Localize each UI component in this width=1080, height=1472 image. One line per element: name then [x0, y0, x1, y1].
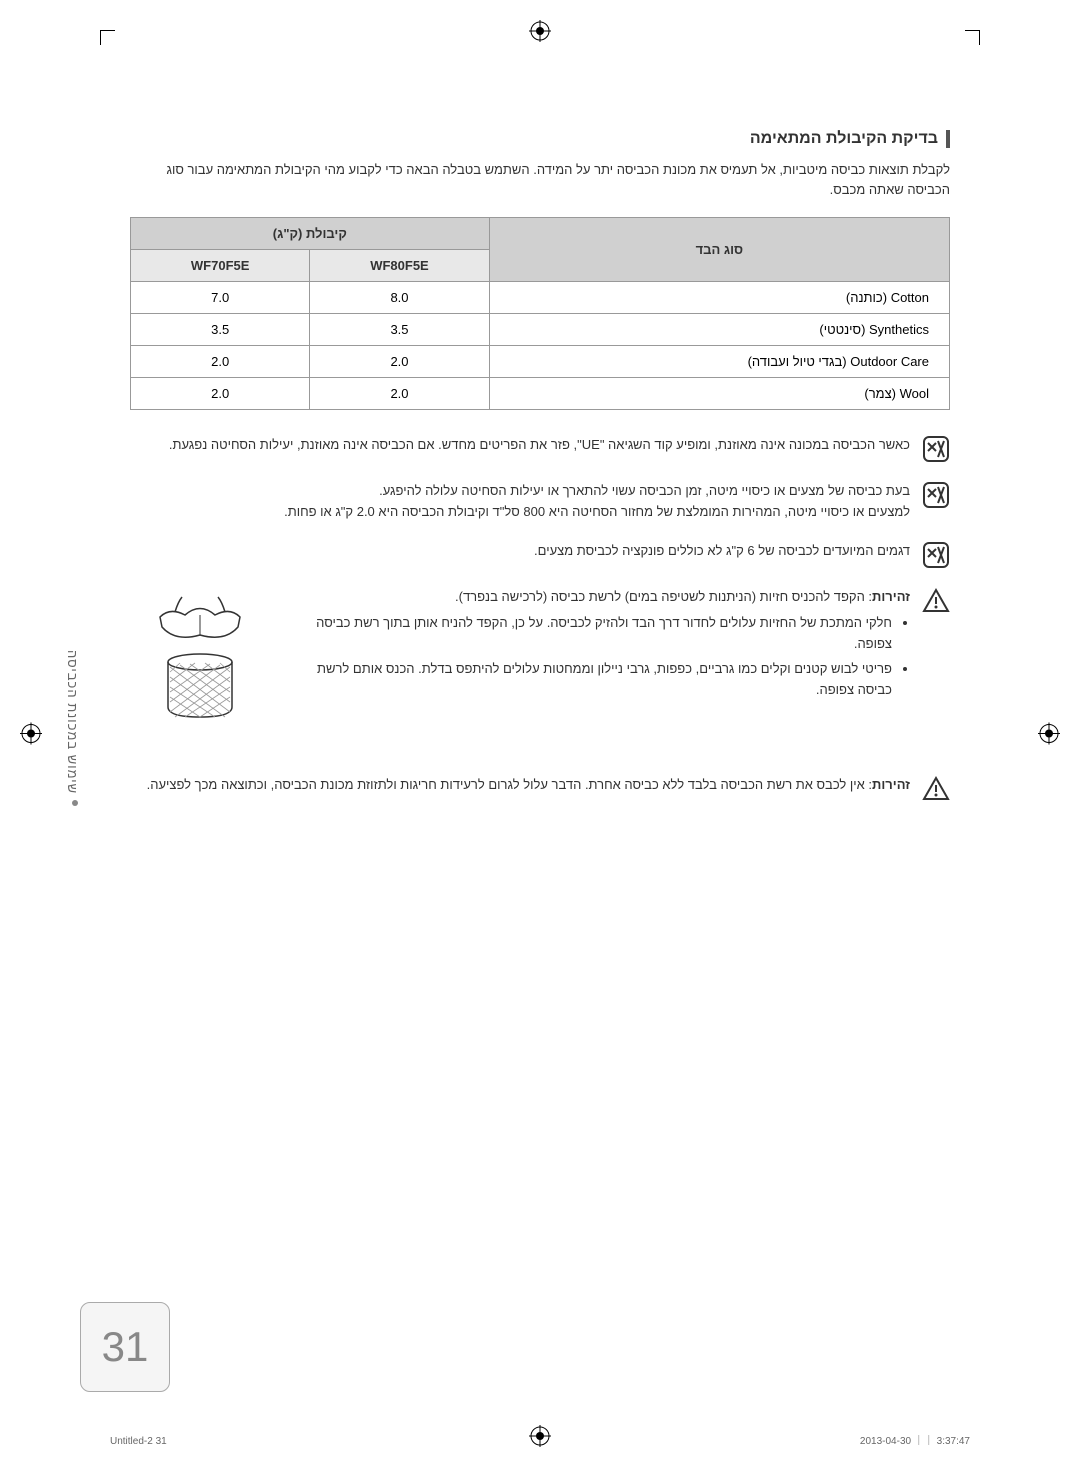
crop-corner — [965, 30, 980, 45]
note-text: דגמים המיועדים לכביסה של 6 ק"ג לא כוללים… — [130, 541, 910, 562]
registration-mark-bottom — [529, 1425, 551, 1452]
section-tab: שימוש במכונת הכביסה — [65, 650, 80, 794]
table-cell: 2.0 — [131, 378, 310, 410]
registration-mark-top — [529, 20, 551, 47]
warning-row: זהירות: הקפד להכניס חזיות (הניתנות לשטיפ… — [130, 587, 950, 727]
table-row: Synthetics (סינטטי) 3.5 3.5 — [131, 314, 950, 346]
note-icon — [922, 541, 950, 569]
table-col-wf80: WF80F5E — [310, 250, 489, 282]
table-cell: Cotton (כותנה) — [489, 282, 949, 314]
footer-timestamp: 2013-04-30 ｜｜ 3:37:47 — [860, 1432, 970, 1447]
table-row: Cotton (כותנה) 8.0 7.0 — [131, 282, 950, 314]
page-content: בדיקת הקיבולת המתאימה לקבלת תוצאות כביסה… — [130, 130, 950, 1402]
page-number: 31 — [80, 1302, 170, 1392]
warning-row: זהירות: אין לכבס את רשת הכביסה בלבד ללא … — [130, 775, 950, 803]
table-row: Wool (צמר) 2.0 2.0 — [131, 378, 950, 410]
section-tab-dot — [72, 800, 78, 806]
warning-bullet: חלקי המתכת של החזיות עלולים לחדור דרך הב… — [285, 613, 892, 655]
caution-icon — [922, 775, 950, 803]
footer-doc-name: Untitled-2 31 — [110, 1436, 167, 1447]
table-cell: Synthetics (סינטטי) — [489, 314, 949, 346]
section-heading: בדיקת הקיבולת המתאימה — [130, 130, 950, 148]
crop-corner — [100, 30, 115, 45]
table-cell: 3.5 — [310, 314, 489, 346]
table-cell: 2.0 — [131, 346, 310, 378]
note-icon — [922, 435, 950, 463]
table-row: Outdoor Care (בגדי טיול ועבודה) 2.0 2.0 — [131, 346, 950, 378]
table-col-wf70: WF70F5E — [131, 250, 310, 282]
table-cell: 3.5 — [131, 314, 310, 346]
table-header-capacity: קיבולת (ק"ג) — [131, 218, 490, 250]
table-cell: 8.0 — [310, 282, 489, 314]
table-cell: Outdoor Care (בגדי טיול ועבודה) — [489, 346, 949, 378]
warning-text: זהירות: אין לכבס את רשת הכביסה בלבד ללא … — [130, 775, 910, 796]
capacity-table: סוג הבד קיבולת (ק"ג) WF80F5E WF70F5E Cot… — [130, 217, 950, 410]
registration-mark-left — [20, 723, 42, 750]
caution-icon — [922, 587, 950, 615]
registration-mark-right — [1038, 723, 1060, 750]
table-cell: 7.0 — [131, 282, 310, 314]
warning-label: זהירות — [872, 589, 910, 604]
note-text: כאשר הכביסה במכונה אינה מאוזנת, ומופיע ק… — [130, 435, 910, 456]
table-cell: 2.0 — [310, 378, 489, 410]
table-cell: Wool (צמר) — [489, 378, 949, 410]
table-header-fabric: סוג הבד — [489, 218, 949, 282]
note-text: בעת כביסה של מצעים או כיסויי מיטה, זמן ה… — [130, 481, 910, 523]
intro-paragraph: לקבלת תוצאות כביסה מיטביות, אל תעמיס את … — [130, 160, 950, 199]
note-icon — [922, 481, 950, 509]
note-row: בעת כביסה של מצעים או כיסויי מיטה, זמן ה… — [130, 481, 950, 523]
warning-bullets: חלקי המתכת של החזיות עלולים לחדור דרך הב… — [285, 613, 910, 700]
warning-bullet: פריטי לבוש קטנים וקלים כמו גרביים, כפפות… — [285, 659, 892, 701]
note-row: דגמים המיועדים לכביסה של 6 ק"ג לא כוללים… — [130, 541, 950, 569]
note-row: כאשר הכביסה במכונה אינה מאוזנת, ומופיע ק… — [130, 435, 950, 463]
warning-text: זהירות: הקפד להכניס חזיות (הניתנות לשטיפ… — [285, 587, 910, 727]
warning-intro: : הקפד להכניס חזיות (הניתנות לשטיפה במים… — [455, 589, 872, 604]
table-cell: 2.0 — [310, 346, 489, 378]
bra-mesh-bag-illustration — [130, 587, 270, 727]
